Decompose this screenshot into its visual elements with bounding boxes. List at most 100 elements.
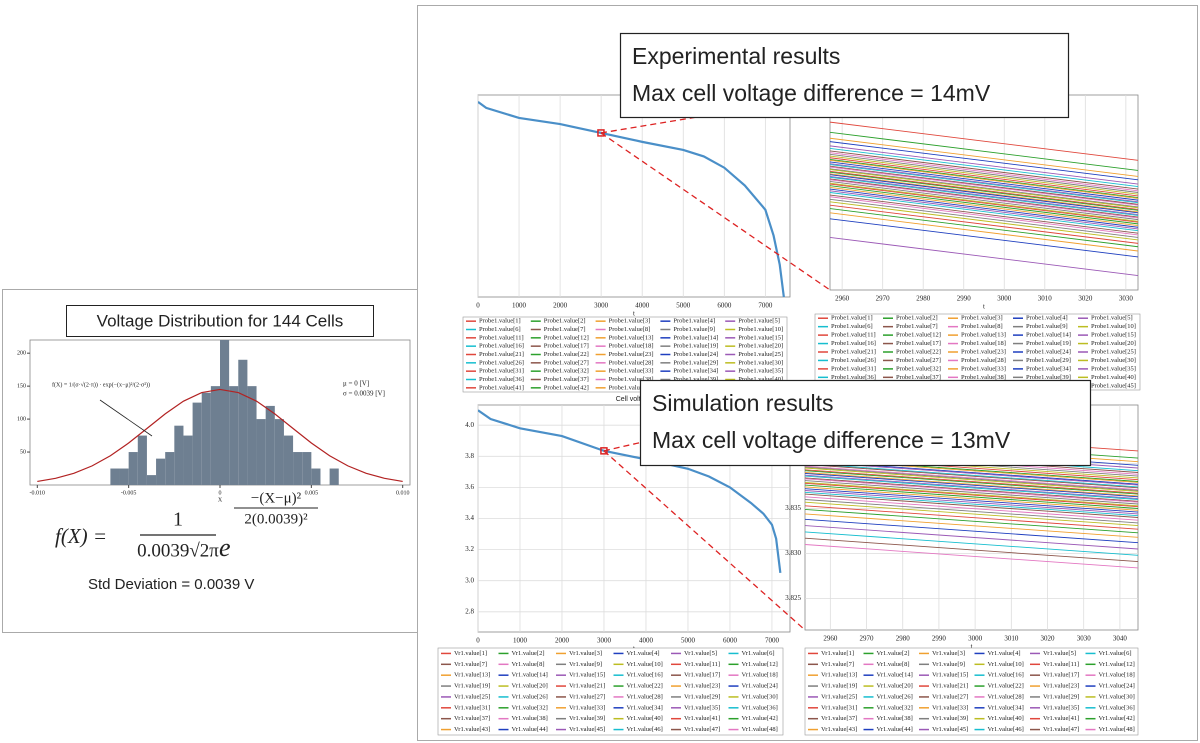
y-tick-label: 3.8 [465,452,474,460]
bar [137,435,147,485]
legend-label: Probe1.value[24] [673,351,718,358]
legend-label: Vr1.value[25] [821,693,857,700]
series-line [805,491,1138,517]
zoom-guide [600,132,831,291]
series-line [805,490,1138,515]
legend-label: Vr1.value[17] [1043,672,1079,679]
series-line [830,150,1138,190]
legend-label: Probe1.value[38] [961,374,1006,381]
legend-label: Vr1.value[45] [932,726,968,733]
y-tick-label: 3.4 [465,514,474,522]
legend-label: Vr1.value[9] [932,661,965,668]
zoom-marker [600,447,608,455]
legend-label: Vr1.value[14] [877,672,913,679]
series-line [830,173,1138,213]
bar [329,468,339,485]
legend-label: Probe1.value[3] [609,318,651,325]
legend-label: Vr1.value[19] [454,683,490,690]
x-tick-label: 5000 [676,302,691,310]
legend-label: Vr1.value[27] [569,693,605,700]
legend-label: Vr1.value[34] [988,704,1024,711]
legend-label: Vr1.value[21] [932,683,968,690]
legend-label: Probe1.value[14] [673,334,718,341]
legend-label: Probe1.value[9] [673,326,715,333]
legend-label: Probe1.value[18] [961,340,1006,347]
legend-label: Probe1.value[31] [831,365,876,372]
legend-label: Vr1.value[18] [742,672,778,679]
zoom-guide [603,450,806,631]
legend-label: Probe1.value[35] [1091,365,1136,372]
legend-label: Vr1.value[43] [454,726,490,733]
legend-label: Probe1.value[8] [961,323,1003,330]
bar [156,458,166,485]
bar [229,386,239,485]
series-line [805,467,1138,492]
legend-label: Probe1.value[21] [831,348,876,355]
series-line [830,169,1138,209]
legend-label: Vr1.value[16] [988,672,1024,679]
legend-label: Vr1.value[32] [877,704,913,711]
series-line [478,101,785,297]
formula-exp-denominator: 2(0.0039)² [244,511,308,527]
plot-area [477,94,791,298]
legend-label: Probe1.value[20] [1091,340,1136,347]
bar [210,386,220,485]
legend-label: Vr1.value[37] [821,715,857,722]
legend-label: Vr1.value[24] [742,683,778,690]
legend-label: Vr1.value[47] [684,726,720,733]
legend-label: Vr1.value[35] [1043,704,1079,711]
series-line [830,158,1138,199]
series-line [805,481,1138,507]
legend-label: Vr1.value[5] [1043,650,1076,657]
legend-label: Probe1.value[37] [544,376,589,383]
series-line [830,166,1138,206]
x-tick-label: 0 [219,490,222,496]
series-line [830,196,1138,236]
legend-label: Probe1.value[12] [544,334,589,341]
legend-label: Probe1.value[30] [1091,357,1136,364]
series-line [830,192,1138,232]
legend-label: Vr1.value[12] [1099,661,1135,668]
legend-label: Probe1.value[23] [961,348,1006,355]
y-tick-label: 3.6 [465,483,474,491]
legend-label: Vr1.value[19] [821,683,857,690]
series-line [830,175,1138,215]
bar [165,452,175,485]
y-tick-label: 3.2 [465,545,474,553]
series-line [805,531,1138,556]
legend-label: Probe1.value[35] [738,368,783,375]
legend-label: Vr1.value[18] [1099,672,1135,679]
bar [311,468,321,485]
series-line [830,145,1138,185]
legend-label: Probe1.value[39] [673,376,718,383]
series-line [805,466,1138,491]
formula-numerator: 1 [173,509,183,531]
legend-label: Vr1.value[20] [512,683,548,690]
legend-label: Vr1.value[4] [627,650,660,657]
series-line [830,181,1138,221]
legend-label: Probe1.value[7] [544,326,586,333]
series-line [805,478,1138,503]
x-tick-label: 3030 [1119,295,1134,303]
legend-label: Probe1.value[23] [609,351,654,358]
legend-label: Vr1.value[32] [512,704,548,711]
bar [220,340,230,485]
formula-denominator: 0.0039√2π [137,540,219,561]
x-tick-label: 2990 [932,635,947,643]
legend-label: Vr1.value[12] [742,661,778,668]
legend-label: Probe1.value[7] [896,323,938,330]
bar [128,452,138,485]
legend-label: Probe1.value[12] [896,332,941,339]
x-tick-label: 2970 [860,635,875,643]
legend-label: Vr1.value[33] [932,704,968,711]
series-line [830,204,1138,244]
legend-label: Vr1.value[45] [569,726,605,733]
legend-label: Vr1.value[41] [684,715,720,722]
zoom-marker [597,129,605,137]
legend-label: Vr1.value[48] [1099,726,1135,733]
legend-label: Vr1.value[23] [1043,683,1079,690]
legend-label: Vr1.value[8] [512,661,545,668]
series-line [805,484,1138,509]
legend-label: Vr1.value[38] [877,715,913,722]
legend-label: Probe1.value[4] [673,318,715,325]
